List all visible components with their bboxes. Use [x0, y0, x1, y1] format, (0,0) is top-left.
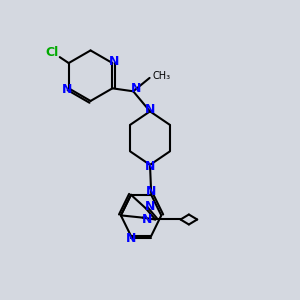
Text: N: N: [145, 200, 155, 213]
Text: N: N: [126, 232, 136, 245]
Text: Cl: Cl: [46, 46, 59, 59]
Text: N: N: [109, 55, 119, 68]
Text: N: N: [146, 185, 156, 198]
Text: CH₃: CH₃: [153, 71, 171, 81]
Text: N: N: [145, 103, 155, 116]
Text: N: N: [131, 82, 141, 95]
Text: N: N: [145, 160, 155, 173]
Text: N: N: [62, 83, 72, 96]
Text: N: N: [142, 213, 152, 226]
